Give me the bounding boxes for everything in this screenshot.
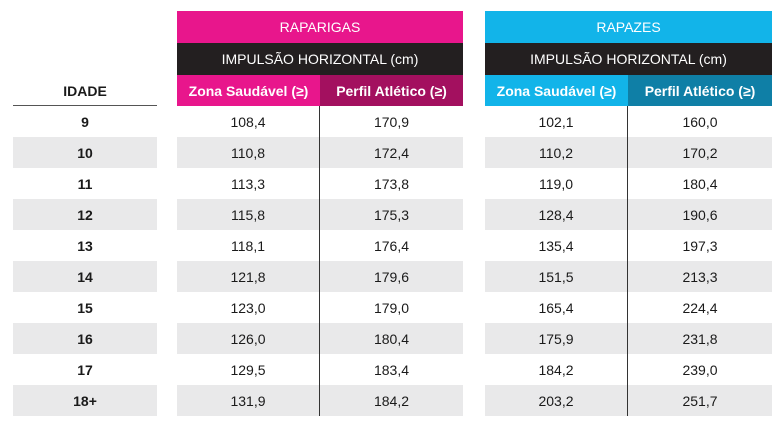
girls-col-athletic-profile: Perfil Atlético (≥) [320, 75, 463, 106]
boys-col-athletic-profile: Perfil Atlético (≥) [628, 75, 772, 106]
girls-healthy-zone-cell: 121,8 [177, 261, 320, 292]
column-gap [157, 168, 177, 199]
age-cell: 13 [77, 237, 93, 254]
column-gap [157, 323, 177, 354]
column-gap [463, 354, 485, 385]
table-row: 9 108,4 170,9 102,1 160,0 [13, 106, 773, 137]
column-gap [157, 199, 177, 230]
age-header-divider [13, 105, 157, 106]
table-row: 16 126,0 180,4 175,9 231,8 [13, 323, 773, 354]
column-gap [463, 261, 485, 292]
girls-athletic-profile-cell: 172,4 [320, 137, 463, 168]
column-gap [463, 385, 485, 416]
boys-athletic-profile-cell: 180,4 [682, 175, 718, 192]
table-row: 18+ 131,9 184,2 203,2 251,7 [13, 385, 773, 416]
boys-athletic-profile-cell: 239,0 [682, 361, 718, 378]
girls-athletic-profile-cell: 179,0 [373, 299, 410, 316]
age-cell: 14 [13, 261, 157, 292]
boys-healthy-zone-cell: 110,2 [485, 137, 628, 168]
girls-athletic-profile-cell: 183,4 [373, 361, 410, 378]
table-row: 17 129,5 183,4 184,2 239,0 [13, 354, 773, 385]
age-column-header: IDADE [63, 82, 107, 99]
boys-col-healthy-zone: Zona Saudável (≥) [485, 75, 628, 106]
table-row: 11 113,3 173,8 119,0 180,4 [13, 168, 773, 199]
age-cell: 11 [77, 175, 93, 192]
boys-healthy-zone-cell: 151,5 [485, 261, 628, 292]
column-gap [157, 385, 177, 416]
column-gap [157, 292, 177, 323]
girls-healthy-zone-cell: 113,3 [177, 168, 320, 199]
boys-athletic-profile-cell: 213,3 [628, 261, 772, 292]
column-gap [157, 261, 177, 292]
girls-athletic-profile-cell: 180,4 [320, 323, 463, 354]
boys-healthy-zone-cell: 175,9 [485, 323, 628, 354]
boys-athletic-profile-cell: 231,8 [628, 323, 772, 354]
boys-athletic-profile-cell: 224,4 [682, 299, 718, 316]
girls-athletic-profile-cell: 179,6 [320, 261, 463, 292]
girls-healthy-zone-cell: 129,5 [177, 354, 320, 385]
table-row: 13 118,1 176,4 135,4 197,3 [13, 230, 773, 261]
girls-col-healthy-zone: Zona Saudável (≥) [177, 75, 320, 106]
column-gap [463, 137, 485, 168]
boys-athletic-profile-cell: 190,6 [628, 199, 772, 230]
column-gap [463, 199, 485, 230]
boys-athletic-profile-cell: 251,7 [628, 385, 772, 416]
table-body: 9 108,4 170,9 102,1 160,0 10 110,8 172,4 110,2 17… [13, 106, 773, 416]
boys-header-title: RAPAZES [485, 11, 772, 43]
boys-healthy-zone-cell: 203,2 [485, 385, 628, 416]
boys-header-subtitle: IMPULSÃO HORIZONTAL (cm) [485, 43, 772, 75]
table-row: 10 110,8 172,4 110,2 170,2 [13, 137, 773, 168]
girls-athletic-profile-cell: 175,3 [320, 199, 463, 230]
table-row: 14 121,8 179,6 151,5 213,3 [13, 261, 773, 292]
boys-healthy-zone-cell: 102,1 [485, 106, 628, 137]
boys-athletic-profile-cell: 160,0 [682, 113, 718, 130]
age-cell: 12 [13, 199, 157, 230]
column-gap [463, 292, 485, 323]
age-cell: 17 [77, 361, 93, 378]
boys-athletic-profile-cell: 170,2 [628, 137, 772, 168]
column-gap [157, 230, 177, 261]
column-gap [463, 323, 485, 354]
table-row: 12 115,8 175,3 128,4 190,6 [13, 199, 773, 230]
age-cell: 15 [77, 299, 93, 316]
boys-healthy-zone-cell: 119,0 [485, 168, 628, 199]
girls-healthy-zone-cell: 115,8 [177, 199, 320, 230]
girls-athletic-profile-cell: 170,9 [373, 113, 410, 130]
column-gap [157, 354, 177, 385]
girls-healthy-zone-cell: 110,8 [177, 137, 320, 168]
column-gap [157, 137, 177, 168]
boys-healthy-zone-cell: 165,4 [485, 292, 628, 323]
age-cell: 10 [13, 137, 157, 168]
girls-athletic-profile-cell: 176,4 [373, 237, 410, 254]
boys-healthy-zone-cell: 135,4 [485, 230, 628, 261]
age-cell: 18+ [13, 385, 157, 416]
boys-athletic-profile-cell: 197,3 [682, 237, 718, 254]
girls-athletic-profile-cell: 173,8 [373, 175, 410, 192]
girls-header-subtitle: IMPULSÃO HORIZONTAL (cm) [177, 43, 463, 75]
girls-athletic-profile-cell: 184,2 [320, 385, 463, 416]
girls-healthy-zone-cell: 108,4 [177, 106, 320, 137]
table-row: 15 123,0 179,0 165,4 224,4 [13, 292, 773, 323]
column-gap [463, 106, 485, 137]
age-cell: 9 [81, 113, 89, 130]
column-gap [157, 106, 177, 137]
girls-healthy-zone-cell: 131,9 [177, 385, 320, 416]
age-cell: 16 [13, 323, 157, 354]
boys-healthy-zone-cell: 128,4 [485, 199, 628, 230]
girls-healthy-zone-cell: 118,1 [177, 230, 320, 261]
girls-healthy-zone-cell: 123,0 [177, 292, 320, 323]
girls-healthy-zone-cell: 126,0 [177, 323, 320, 354]
column-gap [463, 168, 485, 199]
girls-header-title: RAPARIGAS [177, 11, 463, 43]
column-gap [463, 230, 485, 261]
boys-healthy-zone-cell: 184,2 [485, 354, 628, 385]
